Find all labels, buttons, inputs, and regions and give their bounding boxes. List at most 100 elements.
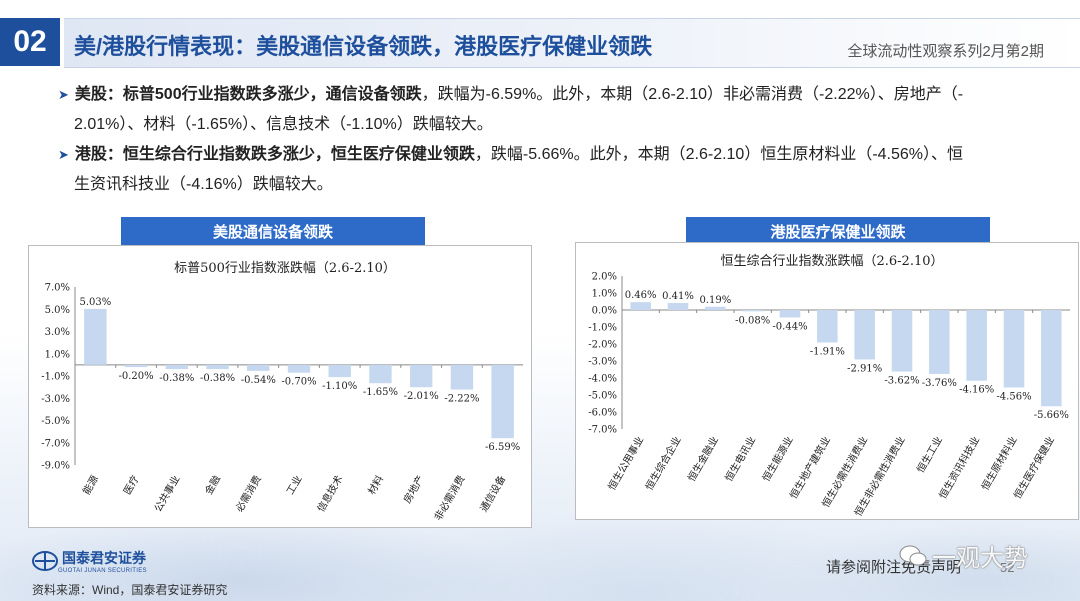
category-label: 工业 [284,474,304,497]
category-label: 信息技术 [314,473,345,514]
category-label: 必需消费 [233,473,264,514]
bar [491,364,514,439]
bullet-us-lead: 美股：标普500行业指数跌多涨少，通信设备领跌 [74,86,422,103]
bar [1041,310,1062,407]
category-label: 医疗 [120,473,141,497]
bar [891,310,913,372]
bullet-us: ➤ 美股：标普500行业指数跌多涨少，通信设备领跌，跌幅为-6.59%。此外，本期… [58,80,1048,140]
bar [124,364,148,368]
section-number-badge: 02 [0,18,60,66]
y-tick-label: -3.0% [588,357,617,368]
bar [742,310,763,312]
data-label: -2.91% [847,363,882,374]
category-label: 恒生金融业 [685,434,721,484]
data-label: -2.22% [444,394,479,405]
bullet-hk-lead: 港股：恒生综合行业指数跌多涨少，恒生医疗保健业领跌 [74,146,475,163]
y-tick-label: -7.0% [588,425,617,436]
us-chart-header: 美股通信设备领跌 [121,217,425,245]
bar [705,306,726,310]
data-label: -4.56% [996,392,1031,403]
data-label: 0.19% [699,295,731,306]
us-chart-box: 标普500行业指数涨跌幅（2.6-2.10） 7.0% 5.0% 3.0% 1.0% -1… [28,245,532,528]
page-number: 52 [1000,560,1015,575]
bar [369,364,392,384]
data-label: -2.01% [404,391,439,402]
y-tick-label: 0.0% [592,306,617,317]
us-bar-chart: 标普500行业指数涨跌幅（2.6-2.10） 7.0% 5.0% 3.0% 1.0% -1… [41,260,523,523]
bar [630,302,651,310]
bullet-hk: ➤ 港股：恒生综合行业指数跌多涨少，恒生医疗保健业领跌，跌幅-5.66%。此外，本… [58,140,1048,200]
chart-title: 恒生综合行业指数涨跌幅（2.6-2.10） [720,253,943,269]
y-tick-label: -7.0% [41,438,70,449]
data-label: -0.70% [281,377,316,388]
page-title: 美/港股行情表现：美股通信设备领跌，港股医疗保健业领跌 [74,34,653,59]
y-tick-label: -3.0% [41,394,70,405]
y-tick-label: 5.0% [45,305,70,316]
category-label: 恒生工业 [914,434,945,475]
data-label: -6.59% [485,442,520,453]
data-label: -1.91% [810,346,845,357]
category-label: 公共事业 [151,473,182,514]
data-label: -0.44% [772,321,807,332]
bar [854,310,875,360]
data-label: -5.66% [1034,410,1069,421]
data-label: -4.16% [959,385,994,396]
data-label: -3.76% [922,378,957,389]
data-label: 0.41% [662,291,694,302]
category-label: 恒生地产建筑业 [787,434,833,501]
data-label: -0.20% [119,371,154,382]
bullet-us-text: ，跌幅为-6.59%。此外，本期（2.6-2.10）非必需消费（-2.22%）、… [421,86,964,103]
category-label: 恒生综合企业 [642,434,683,492]
bar [328,364,351,378]
bar [450,364,474,390]
disclaimer-link[interactable]: 请参阅附注免责声明 [826,559,962,576]
bar [165,364,189,370]
wechat-icon [899,545,927,566]
bullet-arrow-icon: ➤ [58,147,69,162]
bar [966,310,987,381]
data-label: -0.54% [241,375,276,386]
bullet-us-text-cont: 2.01%）、材料（-1.65%）、信息技术（-1.10%）跌幅较大。 [74,116,493,133]
category-label: 恒生公用事业 [605,434,646,492]
data-label: -1.10% [322,381,357,392]
data-label: -1.65% [363,387,398,398]
logo-english: GUOTAI JUNAN SECURITIES [58,568,147,574]
y-tick-label: -2.0% [588,340,617,351]
category-label: 恒生原材料业 [978,434,1019,492]
category-label: 房地产 [401,473,427,505]
bar [206,364,229,370]
bullet-arrow-icon: ➤ [58,87,69,102]
y-tick-label: -5.0% [588,391,617,402]
chart-title: 标普500行业指数涨跌幅（2.6-2.10） [174,260,396,276]
category-label: 恒生电讯业 [722,434,758,484]
category-label: 非必需消费 [431,473,467,523]
bar [409,364,433,388]
company-logo: 国泰君安证券 GUOTAI JUNAN SECURITIES [32,548,147,574]
y-tick-label: -1.0% [41,372,70,383]
y-tick-label: -6.0% [588,408,617,419]
hk-chart-header: 港股医疗保健业领跌 [686,217,990,245]
y-tick-label: -1.0% [588,323,617,334]
logo-name: 国泰君安证券 [62,550,146,566]
data-label: 0.46% [625,290,657,301]
watermark-text: 一观大势 [932,545,1028,572]
bullet-hk-text-cont: 生资讯科技业（-4.16%）跌幅较大。 [74,176,333,193]
series-label: 全球流动性观察系列2月第2期 [847,43,1044,60]
y-tick-label: 7.0% [45,283,70,294]
bar [1003,310,1025,388]
category-label: 材料 [365,473,386,497]
logo-mark-icon [32,551,58,571]
bar [779,310,801,318]
y-tick-label: -4.0% [588,374,617,385]
category-label: 通信设备 [477,473,508,514]
y-tick-label: -9.0% [41,461,70,472]
bullet-hk-text: ，跌幅-5.66%。此外，本期（2.6-2.10）恒生原材料业（-4.56%）、… [474,146,964,163]
y-tick-label: 1.0% [592,289,617,300]
data-label: -0.38% [200,373,235,384]
bar [929,310,950,374]
data-label: -0.08% [735,315,770,326]
data-label: -3.62% [884,376,919,387]
bar [287,364,311,373]
bar [247,364,270,371]
hk-chart-box: 恒生综合行业指数涨跌幅（2.6-2.10） 2.0% 1.0% 0.0% -1.0% -2… [575,242,1079,520]
